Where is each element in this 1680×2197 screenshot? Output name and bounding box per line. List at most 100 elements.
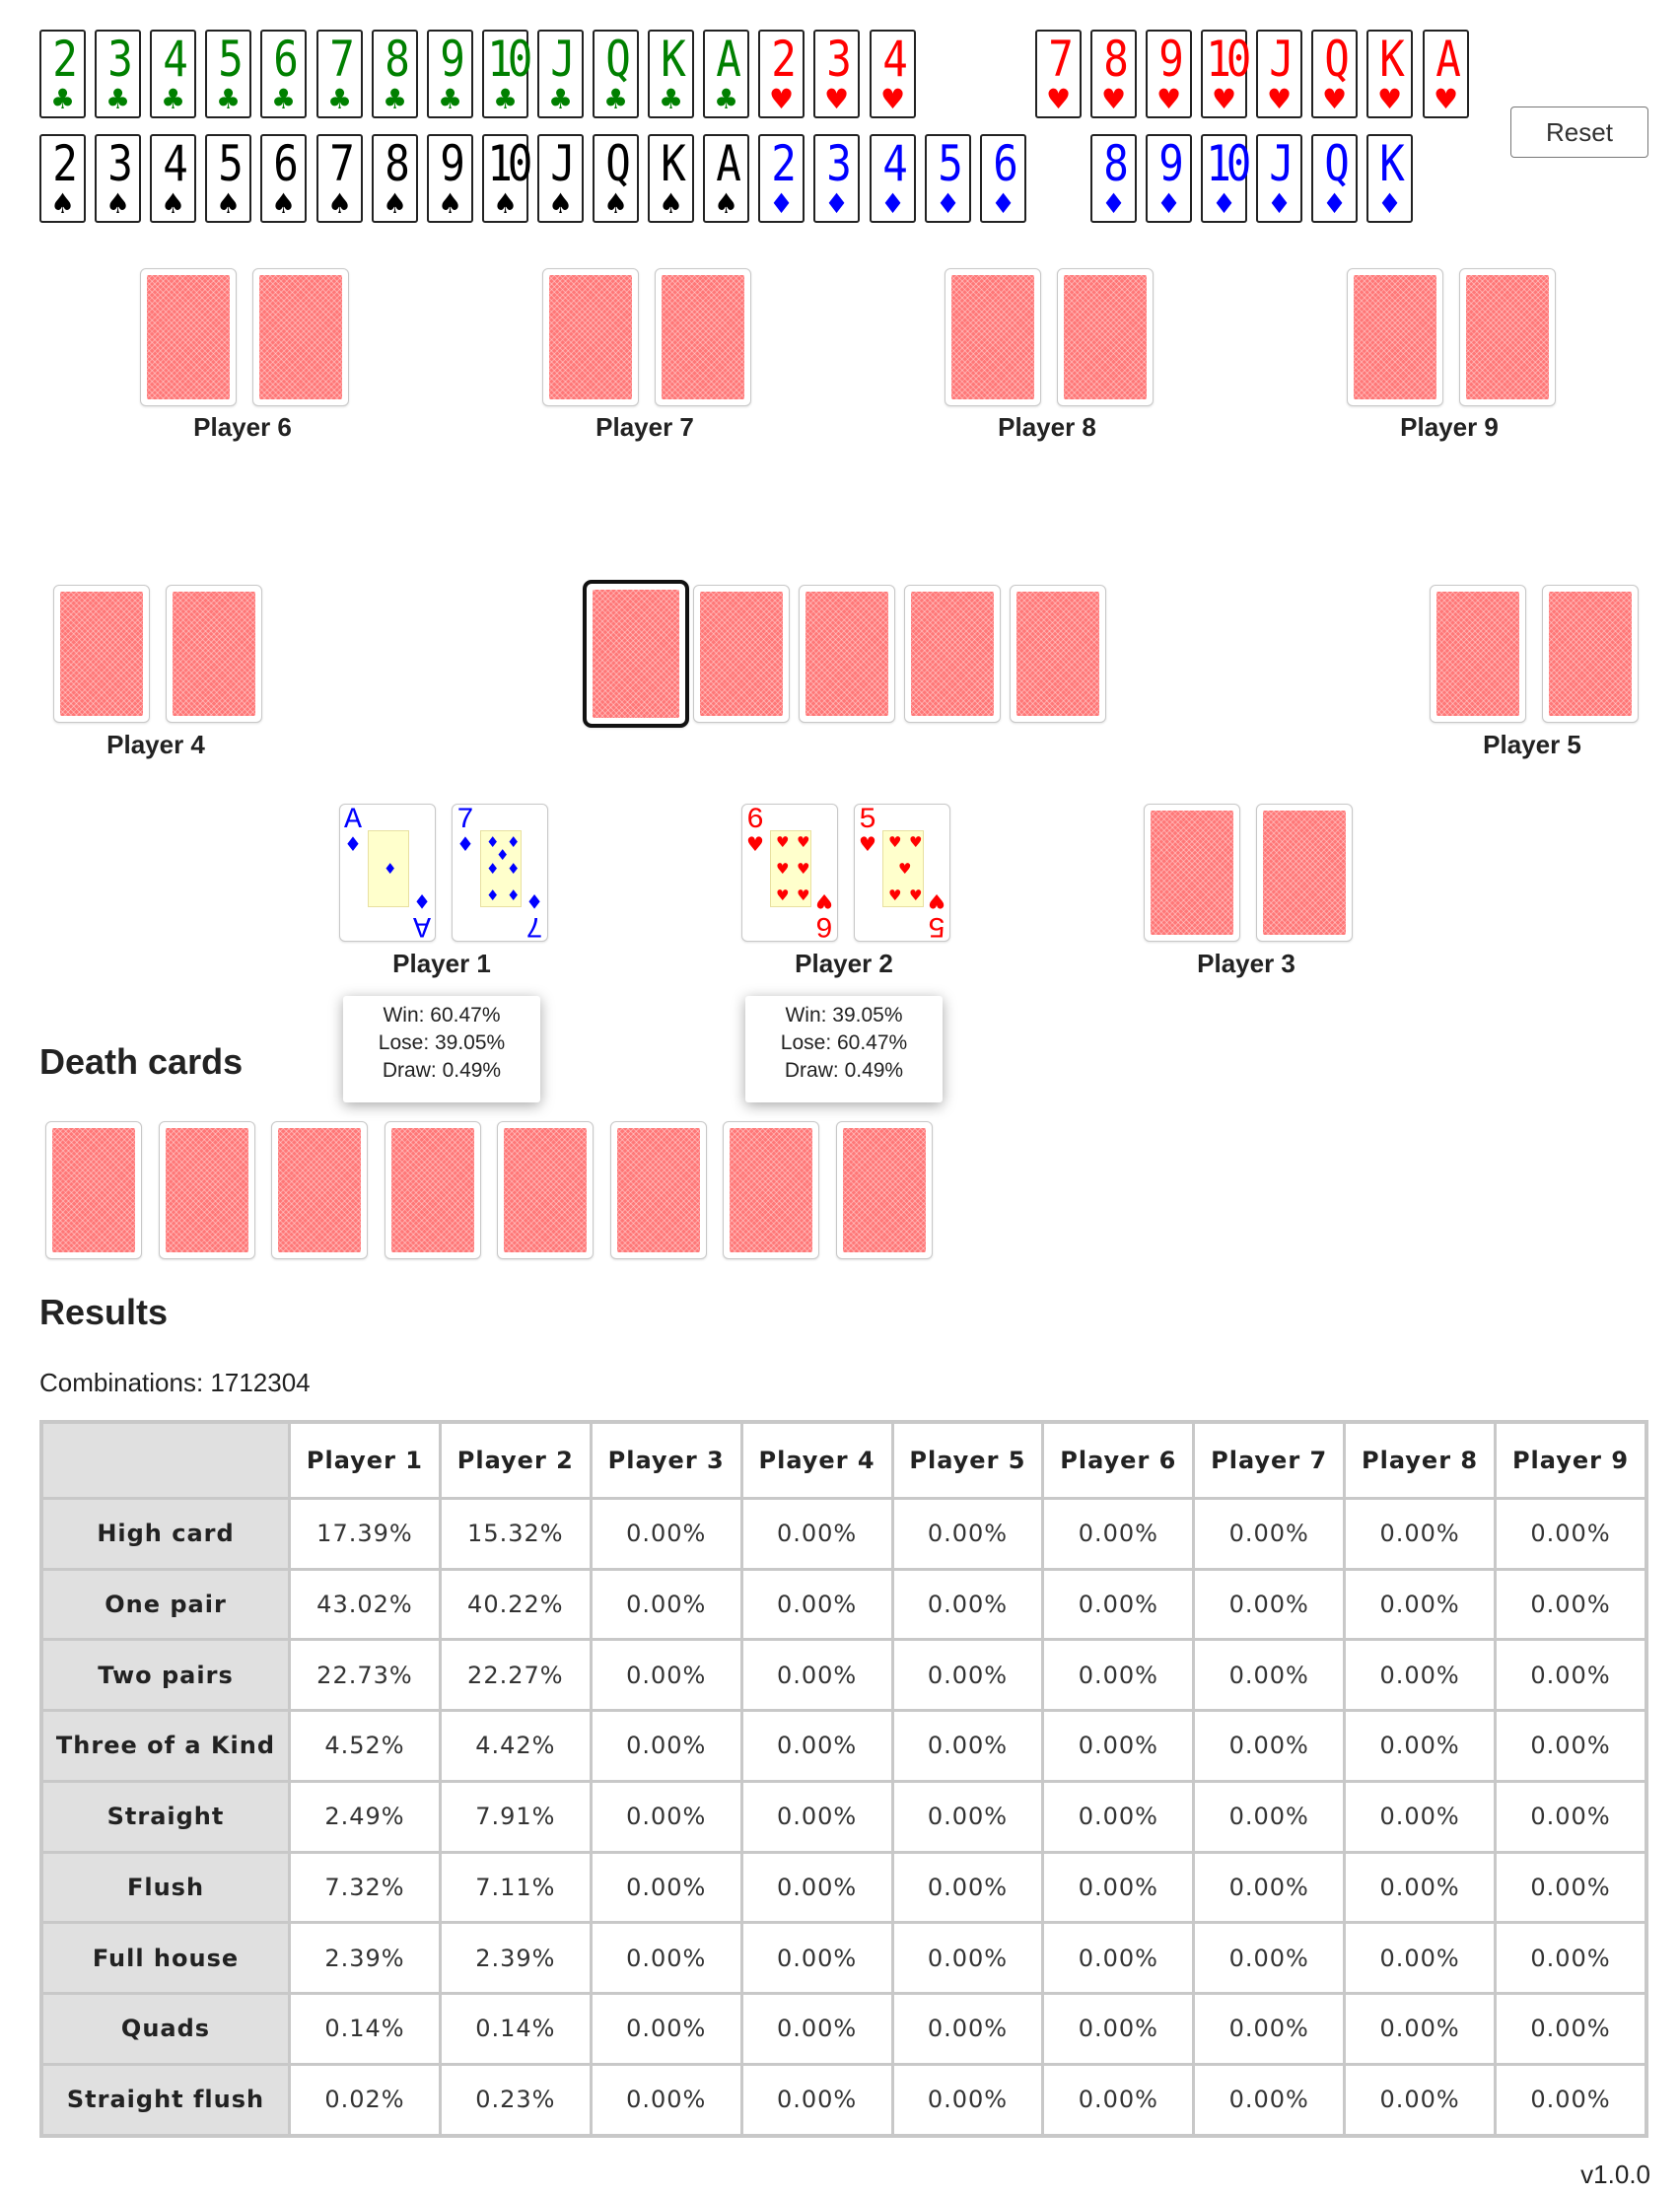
board-card-slot[interactable] <box>904 585 1001 723</box>
deck-card[interactable]: Q ♥ <box>1311 30 1358 118</box>
player-card-back[interactable] <box>140 268 237 406</box>
deck-card[interactable]: A ♠ <box>703 134 749 223</box>
player-label: Player 6 <box>193 412 292 442</box>
deck-card[interactable]: Q ♦ <box>1311 134 1358 223</box>
death-card-slot[interactable] <box>158 1121 255 1259</box>
deck-card[interactable]: 10 ♦ <box>1201 134 1251 223</box>
table-cell: 4.52% <box>288 1709 442 1783</box>
player-card-back[interactable] <box>1057 268 1154 406</box>
deck-card[interactable]: 7 ♥ <box>1035 30 1082 118</box>
deck-card[interactable]: A ♥ <box>1423 30 1469 118</box>
player-card[interactable]: 6 ♥ 6 ♥ ♥ ♥ ♥ ♥ ♥ ♥ <box>741 804 838 942</box>
player-card-back[interactable] <box>1256 804 1353 942</box>
deck-card-rank: 4 <box>882 31 908 88</box>
deck-card[interactable]: 5 ♣ <box>205 30 251 118</box>
deck-card[interactable]: Q ♣ <box>593 30 639 118</box>
reset-button[interactable]: Reset <box>1510 106 1648 158</box>
card-rank: 7 <box>455 804 474 837</box>
deck-card[interactable]: 2 ♠ <box>39 134 86 223</box>
death-card-slot[interactable] <box>835 1121 933 1259</box>
board-card-slot[interactable] <box>1010 585 1106 723</box>
deck-card[interactable]: 10 ♣ <box>482 30 532 118</box>
hand-rank-label: Straight flush <box>39 2062 291 2138</box>
deck-card[interactable]: 6 ♦ <box>980 134 1026 223</box>
deck-card-rank: J <box>1269 31 1295 88</box>
card-suit-icon: ♦ <box>413 889 431 913</box>
deck-card[interactable]: 9 ♥ <box>1146 30 1192 118</box>
death-card-slot[interactable] <box>609 1121 707 1259</box>
deck-card[interactable]: 6 ♠ <box>260 134 307 223</box>
deck-card[interactable]: 3 ♣ <box>95 30 141 118</box>
player-card-back[interactable] <box>655 268 751 406</box>
deck-card[interactable]: 2 ♦ <box>758 134 805 223</box>
deck-card[interactable]: A ♣ <box>703 30 749 118</box>
card-corner-index: 6 ♥ <box>744 806 766 854</box>
deck-card[interactable]: 8 ♠ <box>372 134 418 223</box>
deck-card[interactable]: 8 ♣ <box>372 30 418 118</box>
deck-card-rank: 3 <box>107 135 133 192</box>
card-suit-icon: ♥ <box>928 889 945 913</box>
table-cell: 0.00% <box>1192 1921 1347 1995</box>
player-card-back[interactable] <box>166 585 262 723</box>
card-pip-icon: ♥ <box>797 833 810 851</box>
deck-card-rank: K <box>1379 31 1405 88</box>
deck-card[interactable]: J ♣ <box>537 30 584 118</box>
deck-card[interactable]: 3 ♠ <box>95 134 141 223</box>
deck-card[interactable]: J ♦ <box>1256 134 1302 223</box>
death-card-slot[interactable] <box>384 1121 481 1259</box>
deck-card[interactable]: 9 ♣ <box>427 30 473 118</box>
player-card[interactable]: A ♦ A ♦ ♦ <box>339 804 436 942</box>
deck-card[interactable]: 7 ♠ <box>316 134 363 223</box>
death-card-slot[interactable] <box>45 1121 142 1259</box>
deck-card[interactable]: 4 ♣ <box>150 30 196 118</box>
player-card-back[interactable] <box>53 585 150 723</box>
card-pip-icon: ♦ <box>507 860 521 878</box>
combinations-count: Combinations: 1712304 <box>39 1368 311 1397</box>
death-card-slot[interactable] <box>497 1121 594 1259</box>
deck-card[interactable]: 4 ♦ <box>870 134 916 223</box>
death-card-slot[interactable] <box>723 1121 819 1259</box>
deck-card[interactable]: 3 ♥ <box>813 30 860 118</box>
deck-card[interactable]: 10 ♥ <box>1201 30 1251 118</box>
player-card[interactable]: 5 ♥ 5 ♥ ♥ ♥ ♥ ♥ ♥ <box>854 804 950 942</box>
deck-card[interactable]: J ♥ <box>1256 30 1302 118</box>
board-card-slot[interactable] <box>693 585 790 723</box>
deck-card[interactable]: 5 ♦ <box>925 134 971 223</box>
deck-card[interactable]: 8 ♥ <box>1090 30 1137 118</box>
deck-card[interactable]: K ♣ <box>648 30 694 118</box>
table-cell: 0.14% <box>288 1991 442 2066</box>
deck-card[interactable]: 9 ♠ <box>427 134 473 223</box>
player-card-back[interactable] <box>1542 585 1639 723</box>
player-card-back[interactable] <box>252 268 349 406</box>
deck-card[interactable]: K ♥ <box>1366 30 1413 118</box>
deck-card[interactable]: 10 ♠ <box>482 134 532 223</box>
player-card-back[interactable] <box>1430 585 1526 723</box>
deck-card-suit-icon: ♠ <box>713 187 739 220</box>
table-cell: 0.00% <box>1041 1991 1196 2066</box>
board-card-slot[interactable] <box>799 585 895 723</box>
deck-card[interactable]: 5 ♠ <box>205 134 251 223</box>
player-card[interactable]: 7 ♦ 7 ♦ ♦ ♦ ♦ ♦ ♦ ♦ ♦ <box>452 804 548 942</box>
deck-card[interactable]: J ♠ <box>537 134 584 223</box>
player-card-back[interactable] <box>945 268 1041 406</box>
player-card-back[interactable] <box>1347 268 1443 406</box>
board-card-slot-selected[interactable] <box>583 580 689 728</box>
player-card-back[interactable] <box>542 268 639 406</box>
deck-card[interactable]: Q ♠ <box>593 134 639 223</box>
deck-card[interactable]: 3 ♦ <box>813 134 860 223</box>
death-card-slot[interactable] <box>271 1121 368 1259</box>
card-corner-index: 7 ♦ <box>455 804 476 854</box>
deck-card[interactable]: 6 ♣ <box>260 30 307 118</box>
deck-card-rank: 2 <box>771 31 797 88</box>
deck-card[interactable]: 4 ♠ <box>150 134 196 223</box>
deck-card[interactable]: 9 ♦ <box>1146 134 1192 223</box>
deck-card[interactable]: 2 ♥ <box>758 30 805 118</box>
deck-card[interactable]: 2 ♣ <box>39 30 86 118</box>
deck-card[interactable]: 7 ♣ <box>316 30 363 118</box>
deck-card[interactable]: K ♠ <box>648 134 694 223</box>
deck-card[interactable]: K ♦ <box>1366 134 1413 223</box>
deck-card[interactable]: 8 ♦ <box>1090 134 1137 223</box>
player-card-back[interactable] <box>1459 268 1556 406</box>
player-card-back[interactable] <box>1144 804 1240 942</box>
deck-card[interactable]: 4 ♥ <box>870 30 916 118</box>
